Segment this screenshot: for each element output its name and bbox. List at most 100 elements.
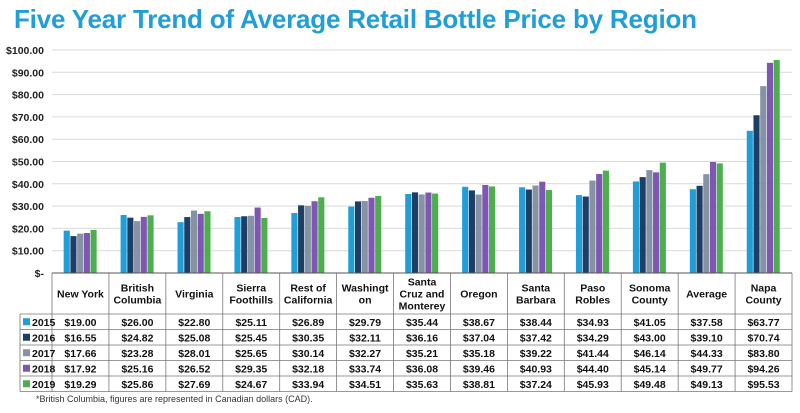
category-label: Robles [575, 295, 610, 307]
bar-2017 [77, 233, 84, 273]
data-label: $16.55 [64, 332, 96, 344]
y-tick-label: $20.00 [12, 223, 44, 235]
legend-label: 2015 [32, 317, 56, 329]
category-label: Santa [522, 283, 551, 295]
data-label: $40.93 [520, 363, 552, 375]
bar-2019 [90, 229, 97, 273]
bar-2015 [519, 187, 526, 273]
bar-2015 [462, 186, 469, 273]
bar-2016 [298, 205, 305, 273]
data-label: $30.35 [292, 332, 324, 344]
bar-2017 [475, 194, 482, 273]
bar-2015 [632, 181, 640, 273]
bar-2018 [368, 197, 375, 273]
y-tick-label: $40.00 [12, 179, 44, 191]
category-label: Sierra [236, 283, 266, 295]
bar-2016 [468, 190, 475, 273]
data-label: $43.00 [634, 332, 666, 344]
bar-2017 [532, 185, 539, 273]
category-label: British [121, 283, 154, 295]
category-label: New York [57, 289, 104, 301]
data-label: $26.00 [121, 317, 153, 329]
bar-2017 [418, 194, 425, 273]
y-tick-label: $60.00 [12, 134, 44, 146]
data-label: $46.14 [634, 348, 666, 360]
data-label: $45.93 [577, 379, 609, 391]
bar-2015 [63, 230, 70, 273]
data-label: $44.33 [691, 348, 723, 360]
bar-2019 [602, 170, 609, 273]
legend-swatch-2015 [23, 318, 30, 326]
data-label: $83.80 [747, 348, 779, 360]
bar-2015 [746, 130, 753, 273]
legend-label: 2018 [32, 363, 56, 375]
data-label: $33.74 [349, 363, 381, 375]
bar-2017 [703, 174, 710, 273]
data-label: $32.18 [292, 363, 324, 375]
category-label: Cruz and [400, 289, 445, 301]
bar-2019 [545, 189, 553, 273]
bar-2015 [575, 195, 583, 273]
bar-2016 [525, 189, 532, 273]
data-label: $34.29 [577, 332, 609, 344]
bars [63, 59, 780, 273]
data-label: $63.77 [747, 317, 779, 329]
bar-2017 [190, 210, 198, 273]
bar-2015 [348, 206, 355, 273]
bar-2019 [261, 217, 268, 273]
bar-2019 [773, 59, 780, 273]
bar-2018 [311, 201, 318, 273]
data-label: $30.14 [292, 348, 324, 360]
legend-swatch-2018 [23, 364, 30, 372]
data-label: $19.00 [64, 317, 96, 329]
data-label: $41.05 [634, 317, 666, 329]
category-label: Monterey [399, 301, 446, 313]
data-label: $27.69 [178, 379, 210, 391]
bar-2017 [304, 205, 311, 273]
bar-2017 [589, 180, 596, 273]
data-label: $25.45 [235, 332, 267, 344]
data-label: $23.28 [121, 348, 153, 360]
category-label: Paso [580, 283, 605, 295]
category-label: County [632, 295, 668, 307]
data-label: $37.24 [520, 379, 552, 391]
bar-2018 [653, 172, 660, 273]
category-label: Average [686, 289, 727, 301]
bar-chart: $- $10.00 $20.00 $30.00 $40.00 $50.00 $60.00 $7… [6, 45, 793, 392]
y-tick-label: $100.00 [6, 45, 44, 57]
bar-2016 [582, 196, 589, 273]
data-label: $17.66 [64, 348, 96, 360]
data-label: $22.80 [178, 317, 210, 329]
data-label: $38.81 [463, 379, 495, 391]
data-label: $26.89 [292, 317, 324, 329]
legend-label: 2016 [32, 332, 56, 344]
category-label: on [359, 295, 372, 307]
bar-2017 [134, 221, 141, 273]
data-label: $28.01 [178, 348, 210, 360]
y-tick-label: $30.00 [12, 201, 44, 213]
bar-2019 [488, 186, 496, 273]
data-label: $37.04 [463, 332, 495, 344]
data-label: $25.86 [121, 379, 153, 391]
data-label: $39.10 [691, 332, 723, 344]
data-label: $35.44 [406, 317, 438, 329]
category-label: Foothills [229, 295, 273, 307]
bar-2019 [659, 162, 666, 273]
bar-2015 [291, 213, 298, 273]
bar-2016 [411, 192, 419, 273]
data-label: $94.26 [747, 363, 779, 375]
category-label: Columbia [113, 295, 161, 307]
y-tick-label: $70.00 [12, 112, 44, 124]
chart-title: Five Year Trend of Average Retail Bottle… [14, 4, 697, 34]
legend-swatch-2017 [23, 349, 30, 357]
legend-swatch-2019 [23, 380, 30, 388]
legend-swatch-2016 [23, 333, 30, 341]
y-tick-label: $90.00 [12, 67, 44, 79]
data-label: $26.52 [178, 363, 210, 375]
data-label: $38.67 [463, 317, 495, 329]
legend-label: 2017 [32, 348, 56, 360]
bar-2019 [432, 193, 439, 273]
category-label: California [284, 295, 333, 307]
data-label: $35.21 [406, 348, 438, 360]
category-label: Virginia [175, 289, 213, 301]
